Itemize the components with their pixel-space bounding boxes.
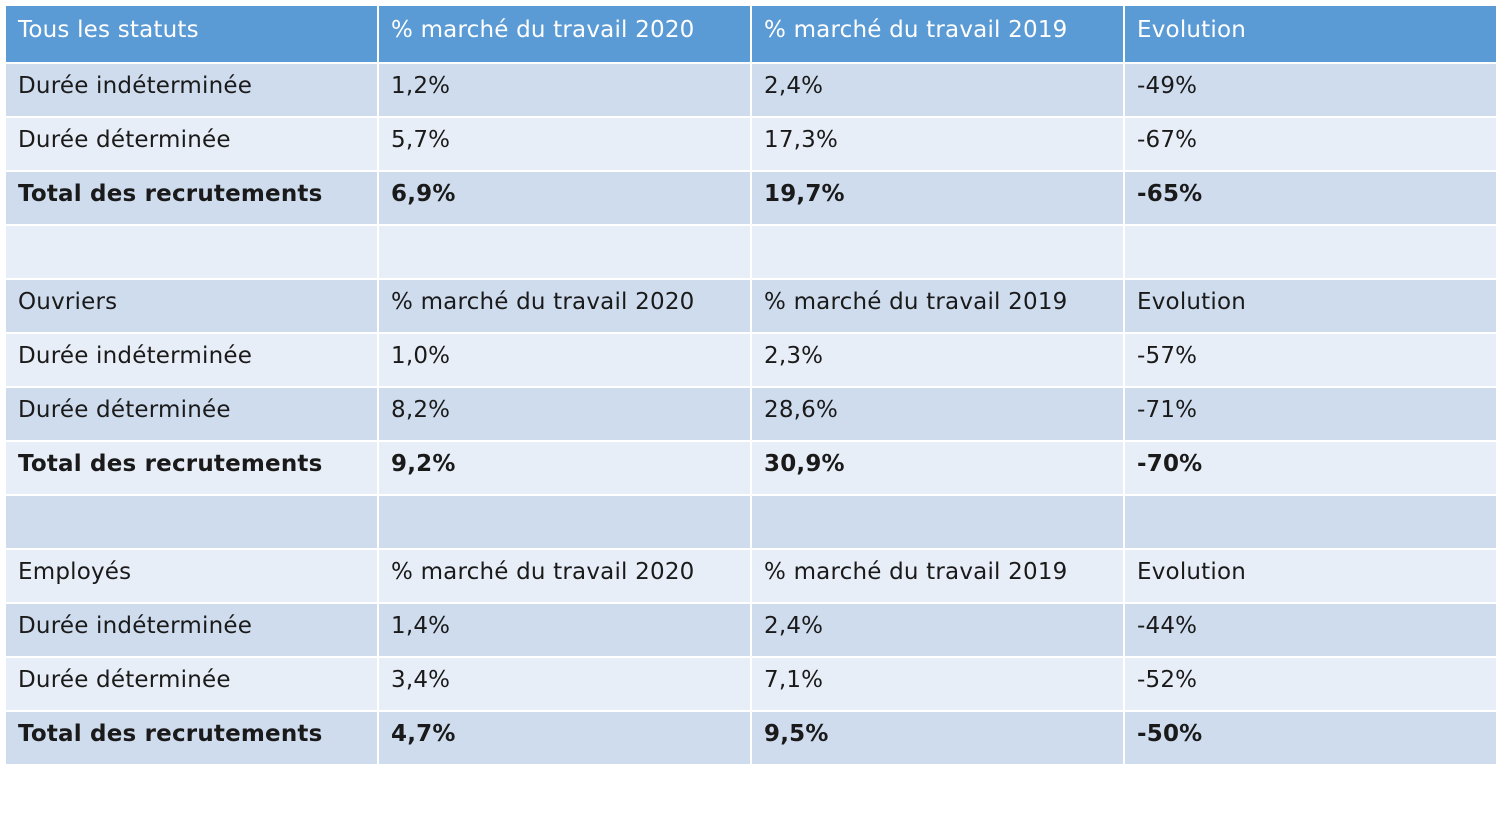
cell-value-2019: 2,4% [750,62,1125,118]
section-heading-evolution: Evolution [1123,548,1498,604]
cell-value-2019: 2,3% [750,332,1125,388]
cell-value-2020: 4,7% [377,710,752,766]
table-header-row: Tous les statuts % marché du travail 202… [4,4,1498,64]
row-label: Durée déterminée [4,386,379,442]
row-label: Durée indéterminée [4,602,379,658]
cell-value-2019: 9,5% [750,710,1125,766]
cell-evolution: -44% [1123,602,1498,658]
section-heading-market-2020: % marché du travail 2020 [377,548,752,604]
empty-cell [377,224,752,280]
cell-evolution: -57% [1123,332,1498,388]
cell-value-2020: 1,2% [377,62,752,118]
cell-evolution: -52% [1123,656,1498,712]
header-market-2020: % marché du travail 2020 [377,4,752,64]
empty-cell [1123,494,1498,550]
cell-evolution: -67% [1123,116,1498,172]
cell-value-2020: 6,9% [377,170,752,226]
cell-value-2019: 19,7% [750,170,1125,226]
table-row: Durée déterminée 8,2% 28,6% -71% [4,386,1498,442]
row-label: Durée indéterminée [4,62,379,118]
empty-cell [4,494,379,550]
section-heading-label: Employés [4,548,379,604]
header-evolution: Evolution [1123,4,1498,64]
table-row: Durée déterminée 3,4% 7,1% -52% [4,656,1498,712]
cell-value-2019: 17,3% [750,116,1125,172]
cell-value-2020: 1,0% [377,332,752,388]
cell-evolution: -65% [1123,170,1498,226]
cell-value-2020: 9,2% [377,440,752,496]
section-heading-label: Ouvriers [4,278,379,334]
recruitment-table: Tous les statuts % marché du travail 202… [4,4,1498,766]
section-heading-market-2019: % marché du travail 2019 [750,548,1125,604]
table-row: Durée déterminée 5,7% 17,3% -67% [4,116,1498,172]
empty-cell [750,224,1125,280]
table-row: Durée indéterminée 1,4% 2,4% -44% [4,602,1498,658]
header-market-2019: % marché du travail 2019 [750,4,1125,64]
cell-value-2019: 30,9% [750,440,1125,496]
section-heading-row: Employés % marché du travail 2020 % marc… [4,548,1498,604]
cell-evolution: -71% [1123,386,1498,442]
spacer-row [4,224,1498,280]
header-status: Tous les statuts [4,4,379,64]
cell-evolution: -50% [1123,710,1498,766]
cell-value-2019: 7,1% [750,656,1125,712]
row-label: Durée indéterminée [4,332,379,388]
total-row: Total des recrutements 6,9% 19,7% -65% [4,170,1498,226]
section-heading-row: Ouvriers % marché du travail 2020 % marc… [4,278,1498,334]
empty-cell [377,494,752,550]
cell-value-2020: 8,2% [377,386,752,442]
empty-cell [750,494,1125,550]
cell-evolution: -70% [1123,440,1498,496]
table-row: Durée indéterminée 1,2% 2,4% -49% [4,62,1498,118]
row-label: Total des recrutements [4,170,379,226]
cell-value-2019: 2,4% [750,602,1125,658]
row-label: Total des recrutements [4,710,379,766]
empty-cell [4,224,379,280]
cell-value-2019: 28,6% [750,386,1125,442]
row-label: Durée déterminée [4,656,379,712]
table-row: Durée indéterminée 1,0% 2,3% -57% [4,332,1498,388]
row-label: Total des recrutements [4,440,379,496]
total-row: Total des recrutements 4,7% 9,5% -50% [4,710,1498,766]
cell-value-2020: 3,4% [377,656,752,712]
cell-value-2020: 1,4% [377,602,752,658]
cell-value-2020: 5,7% [377,116,752,172]
total-row: Total des recrutements 9,2% 30,9% -70% [4,440,1498,496]
empty-cell [1123,224,1498,280]
section-heading-market-2019: % marché du travail 2019 [750,278,1125,334]
row-label: Durée déterminée [4,116,379,172]
recruitment-table-container: Tous les statuts % marché du travail 202… [4,4,1498,766]
spacer-row [4,494,1498,550]
cell-evolution: -49% [1123,62,1498,118]
section-heading-market-2020: % marché du travail 2020 [377,278,752,334]
section-heading-evolution: Evolution [1123,278,1498,334]
